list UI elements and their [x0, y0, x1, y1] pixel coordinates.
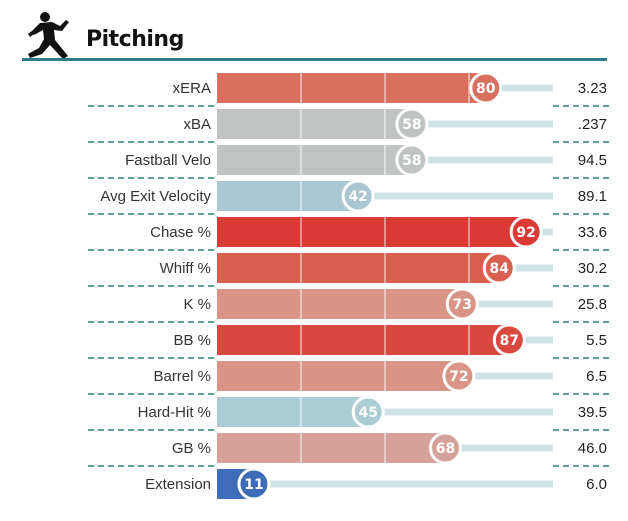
- pitcher-silhouette-icon: [28, 12, 69, 59]
- percentile-bar: [217, 325, 510, 355]
- section-title: Pitching: [86, 27, 184, 52]
- percentile-bar: [217, 145, 412, 175]
- percentile-bar: [217, 433, 446, 463]
- metric-label: Whiff %: [160, 260, 211, 277]
- metric-value: 5.5: [586, 332, 607, 349]
- percentile-value: 58: [402, 117, 421, 133]
- track-bar: [217, 480, 553, 488]
- percentile-bubble: [395, 143, 429, 177]
- percentile-bubble: [509, 215, 543, 249]
- metric-value: 6.5: [586, 368, 607, 385]
- percentile-bubble: [469, 71, 503, 105]
- track-bar: [217, 408, 553, 416]
- percentile-value: 80: [476, 81, 496, 97]
- metric-value: 89.1: [578, 188, 607, 205]
- percentile-value: 11: [244, 477, 263, 493]
- percentile-value: 73: [453, 297, 472, 313]
- percentile-bar: [217, 217, 527, 247]
- header-divider: [22, 58, 607, 61]
- metric-value: 3.23: [578, 80, 607, 97]
- percentile-bubble: [351, 395, 385, 429]
- metric-label: Barrel %: [153, 368, 211, 385]
- metric-label: BB %: [173, 332, 211, 349]
- percentile-bar: [217, 289, 463, 319]
- percentile-value: 92: [516, 225, 535, 241]
- metric-value: 33.6: [578, 224, 607, 241]
- metric-label: xERA: [173, 80, 211, 97]
- percentile-bar: [217, 397, 369, 427]
- metric-value: 94.5: [578, 152, 607, 169]
- percentile-bubble: [445, 287, 479, 321]
- percentile-value: 42: [348, 189, 367, 205]
- metric-label: Chase %: [150, 224, 211, 241]
- metric-value: 46.0: [578, 440, 607, 457]
- percentile-bubble: [428, 431, 462, 465]
- metric-value: 25.8: [578, 296, 607, 313]
- percentile-bar: [217, 361, 459, 391]
- percentile-bar: [217, 109, 412, 139]
- metric-value: 39.5: [578, 404, 607, 421]
- percentile-value: 68: [436, 441, 455, 457]
- percentile-bubble: [237, 467, 271, 501]
- percentile-value: 84: [489, 261, 509, 277]
- metric-label: xBA: [183, 116, 211, 133]
- metric-value: 6.0: [586, 476, 607, 493]
- percentile-bar: [217, 253, 500, 283]
- metric-label: Extension: [145, 476, 211, 493]
- metric-label: K %: [183, 296, 211, 313]
- track-bar: [217, 192, 553, 200]
- percentile-bubble: [482, 251, 516, 285]
- percentile-bubble: [395, 107, 429, 141]
- metric-label: Hard-Hit %: [138, 404, 211, 421]
- percentile-bar: [217, 73, 486, 103]
- metric-label: Fastball Velo: [125, 152, 211, 169]
- metric-label: GB %: [172, 440, 211, 457]
- percentile-value: 87: [500, 333, 519, 349]
- percentile-bubble: [442, 359, 476, 393]
- percentile-value: 58: [402, 153, 421, 169]
- percentile-bubble: [341, 179, 375, 213]
- percentile-bar: [217, 181, 359, 211]
- metric-label: Avg Exit Velocity: [100, 188, 211, 205]
- percentile-bubble: [492, 323, 526, 357]
- metric-value: 30.2: [578, 260, 607, 277]
- metric-value: .237: [578, 116, 607, 133]
- percentile-value: 45: [358, 405, 377, 421]
- percentile-value: 72: [449, 369, 468, 385]
- section-header: Pitching: [0, 0, 628, 62]
